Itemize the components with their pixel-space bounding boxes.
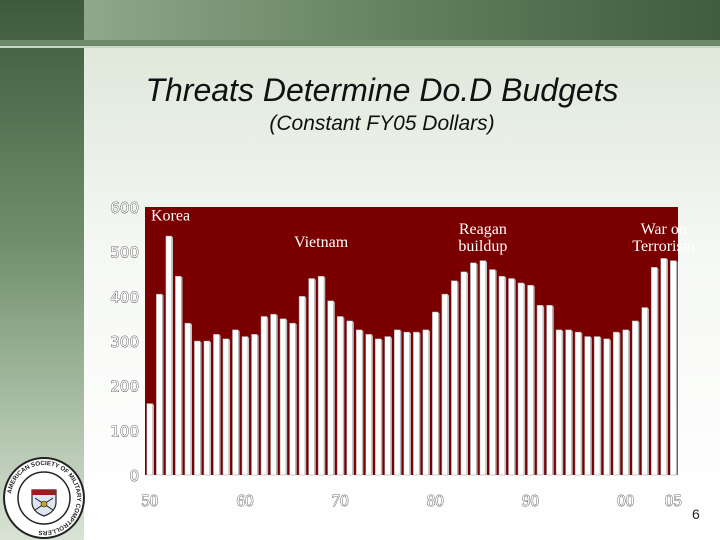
x-axis-tick-labels: 50 60 70 80 90 00 05 xyxy=(141,491,682,511)
chart-annotations: Korea Vietnam Reagan buildup War on Terrorism xyxy=(151,207,696,254)
bar-1980 xyxy=(432,311,439,476)
bar-1972 xyxy=(355,329,363,476)
bar-1974 xyxy=(374,338,382,476)
bar-1960 xyxy=(241,336,249,476)
bar-1985 xyxy=(479,260,487,476)
y-tick-label: 600 xyxy=(110,199,139,217)
bar-2003 xyxy=(651,267,658,476)
x-tick-label: 50 xyxy=(141,491,158,510)
bar-1994 xyxy=(565,329,572,476)
bar-1976 xyxy=(394,329,401,476)
bar-1981 xyxy=(441,293,449,476)
bar-1996 xyxy=(584,336,591,476)
bar-1995 xyxy=(574,331,582,476)
bar-1952 xyxy=(165,235,172,476)
asmc-seal-logo: AMERICAN SOCIETY OF MILITARY COMPTROLLER… xyxy=(3,457,85,539)
bar-1970 xyxy=(336,316,344,476)
bar-1966 xyxy=(298,296,306,476)
bar-1979 xyxy=(422,329,429,476)
bar-1983 xyxy=(460,271,468,476)
bar-2005 xyxy=(670,260,677,476)
x-tick-label: 80 xyxy=(427,491,444,510)
bar-1954 xyxy=(184,322,192,476)
bar-1986 xyxy=(489,269,496,476)
bar-1992 xyxy=(546,305,553,476)
bar-1953 xyxy=(175,275,182,476)
y-tick-label: 400 xyxy=(110,288,139,306)
bar-1999 xyxy=(612,331,620,476)
annotation-korea: Korea xyxy=(151,207,190,224)
y-tick-label: 300 xyxy=(110,333,139,351)
bar-1968 xyxy=(317,275,325,476)
bar-2002 xyxy=(641,307,648,476)
bar-2004 xyxy=(660,258,667,476)
bar-1998 xyxy=(603,338,610,476)
x-tick-label: 60 xyxy=(236,491,253,510)
bar-1967 xyxy=(308,278,315,476)
y-axis-tick-labels: 600 500 400 300 200 100 0 xyxy=(110,199,139,486)
bar-2000 xyxy=(622,329,629,476)
bar-1964 xyxy=(279,318,287,476)
bar-1984 xyxy=(470,262,477,476)
bar-1993 xyxy=(555,329,563,476)
left-decorative-band xyxy=(0,0,84,540)
page-number: 6 xyxy=(692,506,700,522)
bar-1959 xyxy=(232,329,239,476)
bar-1961 xyxy=(251,334,258,476)
bar-1955 xyxy=(194,340,201,476)
bar-1958 xyxy=(222,338,230,476)
bar-1969 xyxy=(327,300,334,476)
bar-1971 xyxy=(346,320,353,476)
y-tick-label: 200 xyxy=(110,378,139,396)
slide-subtitle: (Constant FY05 Dollars) xyxy=(269,112,495,135)
bar-1951 xyxy=(156,293,163,476)
bar-1991 xyxy=(536,305,544,476)
x-tick-label: 90 xyxy=(522,491,539,510)
y-tick-label: 0 xyxy=(129,467,139,485)
annotation-reagan-buildup: Reagan buildup xyxy=(458,221,507,255)
bar-1956 xyxy=(203,340,211,476)
bar-1965 xyxy=(289,322,296,476)
bar-1950 xyxy=(146,403,153,476)
bar-1978 xyxy=(413,331,420,476)
annotation-war-on-terrorism: War on Terrorism xyxy=(632,221,695,255)
bar-1982 xyxy=(451,280,458,476)
bars-group xyxy=(146,235,678,476)
bar-1987 xyxy=(498,275,506,476)
bar-1975 xyxy=(384,336,391,476)
bar-1997 xyxy=(593,336,601,476)
bar-2001 xyxy=(631,320,639,476)
bar-1989 xyxy=(517,282,525,476)
bar-1973 xyxy=(365,334,372,476)
bar-1988 xyxy=(508,278,515,476)
top-decorative-band xyxy=(84,0,720,40)
bar-1963 xyxy=(270,313,277,476)
bar-1977 xyxy=(403,331,410,476)
header-stripe-light xyxy=(0,46,720,48)
header-stripe xyxy=(0,40,720,46)
x-tick-label: 05 xyxy=(665,491,682,510)
bar-1962 xyxy=(260,316,268,476)
x-tick-label: 70 xyxy=(332,491,349,510)
y-tick-label: 100 xyxy=(110,422,139,440)
annotation-vietnam: Vietnam xyxy=(294,234,349,251)
slide-title: Threats Determine Do.D Budgets xyxy=(145,72,619,108)
bar-1957 xyxy=(213,334,220,476)
y-tick-label: 500 xyxy=(110,244,139,262)
x-tick-label: 00 xyxy=(617,491,634,510)
bar-1990 xyxy=(527,284,534,476)
